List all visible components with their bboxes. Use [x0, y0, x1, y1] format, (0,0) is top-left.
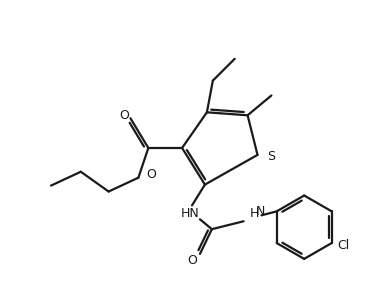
Text: S: S: [268, 150, 275, 163]
Text: O: O: [120, 109, 129, 122]
Text: H: H: [249, 207, 259, 220]
Text: HN: HN: [181, 207, 199, 220]
Text: N: N: [256, 205, 265, 218]
Text: Cl: Cl: [338, 238, 350, 251]
Text: O: O: [187, 254, 197, 267]
Text: O: O: [146, 168, 156, 181]
